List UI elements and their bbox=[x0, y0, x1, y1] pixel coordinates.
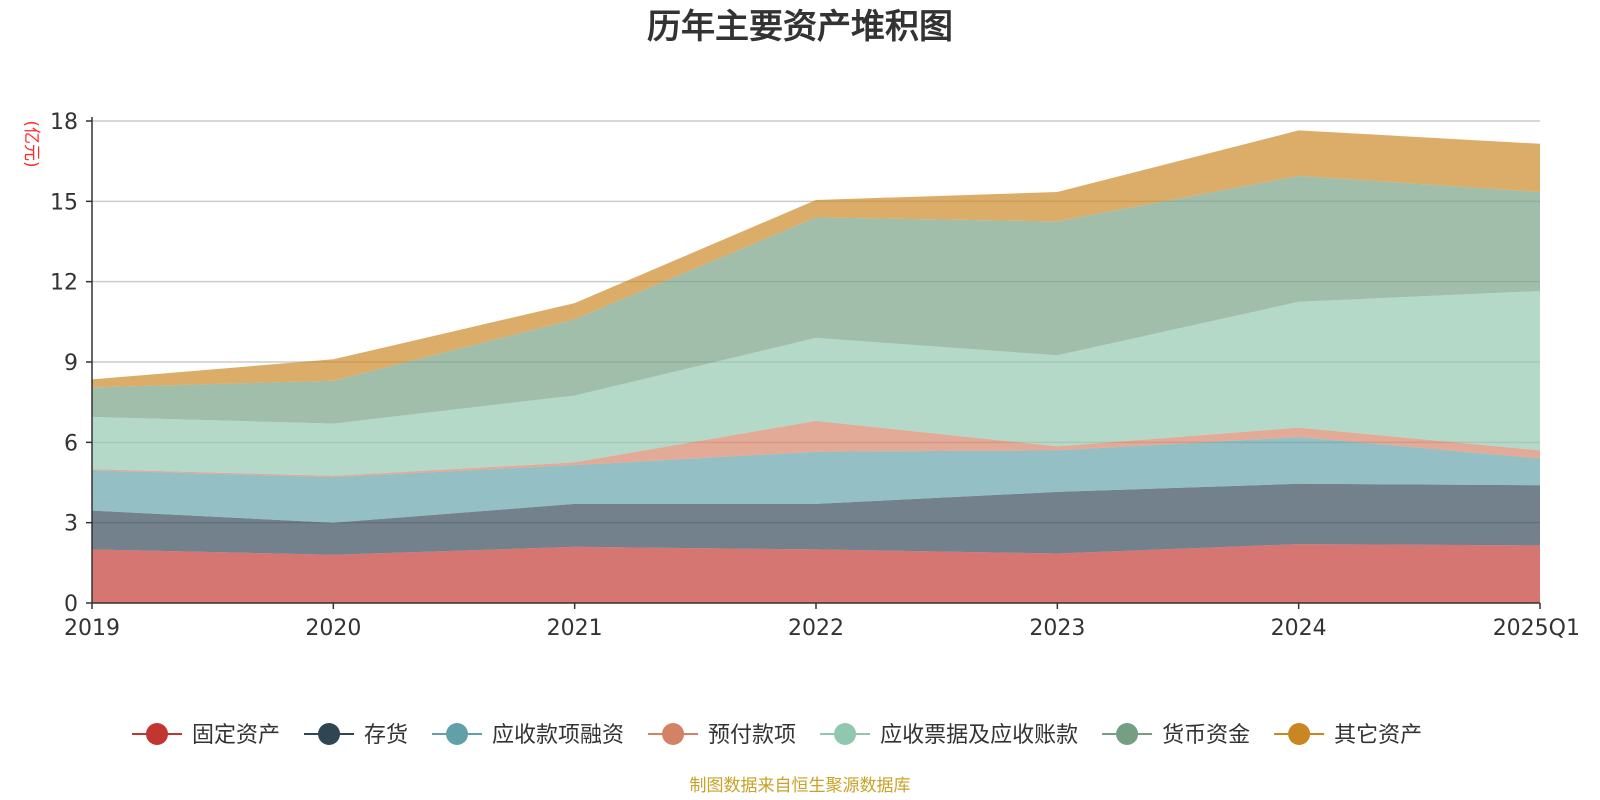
x-tick-label: 2024 bbox=[1271, 616, 1327, 641]
y-tick-label: 15 bbox=[50, 190, 78, 215]
area-series-3[interactable] bbox=[92, 420, 1540, 478]
legend-marker bbox=[146, 723, 168, 745]
legend-item-6[interactable]: 其它资产 bbox=[1274, 723, 1422, 748]
area-series-5[interactable] bbox=[92, 175, 1540, 424]
x-tick-label: 2021 bbox=[547, 616, 603, 641]
area-series-6[interactable] bbox=[92, 130, 1540, 388]
area-series-0[interactable] bbox=[92, 544, 1540, 603]
stacked-areas bbox=[92, 130, 1540, 603]
area-series-2[interactable] bbox=[92, 437, 1540, 523]
area-series-1[interactable] bbox=[92, 483, 1540, 555]
legend[interactable]: 固定资产 存货 应收款项融资 预付款项 应收票据及应收账款 货币资金 其它资产 bbox=[132, 723, 1422, 748]
legend-label: 应收票据及应收账款 bbox=[880, 723, 1078, 748]
legend-marker bbox=[1288, 723, 1311, 745]
data-source-note: 制图数据来自恒生聚源数据库 bbox=[690, 776, 911, 796]
legend-label: 存货 bbox=[364, 723, 408, 748]
legend-item-4[interactable]: 应收票据及应收账款 bbox=[820, 723, 1078, 748]
legend-item-5[interactable]: 货币资金 bbox=[1102, 723, 1250, 748]
y-tick-label: 0 bbox=[64, 592, 78, 617]
y-tick-label: 9 bbox=[64, 351, 78, 376]
legend-marker bbox=[446, 723, 469, 745]
x-tick-label: 2025Q1 bbox=[1493, 616, 1580, 641]
legend-label: 货币资金 bbox=[1162, 723, 1250, 748]
x-tick-label: 2019 bbox=[64, 616, 120, 641]
y-axis-unit: (亿元) bbox=[21, 120, 41, 167]
y-tick-label: 18 bbox=[50, 110, 78, 135]
x-tick-label: 2022 bbox=[788, 616, 844, 641]
area-series-4[interactable] bbox=[92, 291, 1540, 476]
legend-marker bbox=[318, 723, 341, 745]
legend-item-1[interactable]: 存货 bbox=[304, 723, 408, 748]
legend-item-3[interactable]: 预付款项 bbox=[648, 723, 796, 748]
legend-label: 应收款项融资 bbox=[492, 723, 624, 748]
legend-label: 固定资产 bbox=[192, 723, 280, 748]
y-tick-label: 3 bbox=[64, 512, 78, 537]
legend-marker bbox=[834, 723, 857, 745]
x-tick-label: 2020 bbox=[305, 616, 361, 641]
legend-item-2[interactable]: 应收款项融资 bbox=[432, 723, 624, 748]
axes: 0 3 6 9 12 15 18 2019 2020 2021 2022 2023 2024 2025Q1 bbox=[50, 110, 1580, 641]
y-tick-label: 12 bbox=[50, 271, 78, 296]
x-tick-label: 2023 bbox=[1029, 616, 1085, 641]
legend-label: 预付款项 bbox=[708, 723, 796, 748]
legend-marker bbox=[1116, 723, 1139, 745]
legend-label: 其它资产 bbox=[1334, 723, 1422, 748]
legend-marker bbox=[662, 723, 685, 745]
chart-title: 历年主要资产堆积图 bbox=[647, 7, 953, 47]
legend-item-0[interactable]: 固定资产 bbox=[132, 723, 280, 748]
y-tick-label: 6 bbox=[64, 431, 78, 456]
